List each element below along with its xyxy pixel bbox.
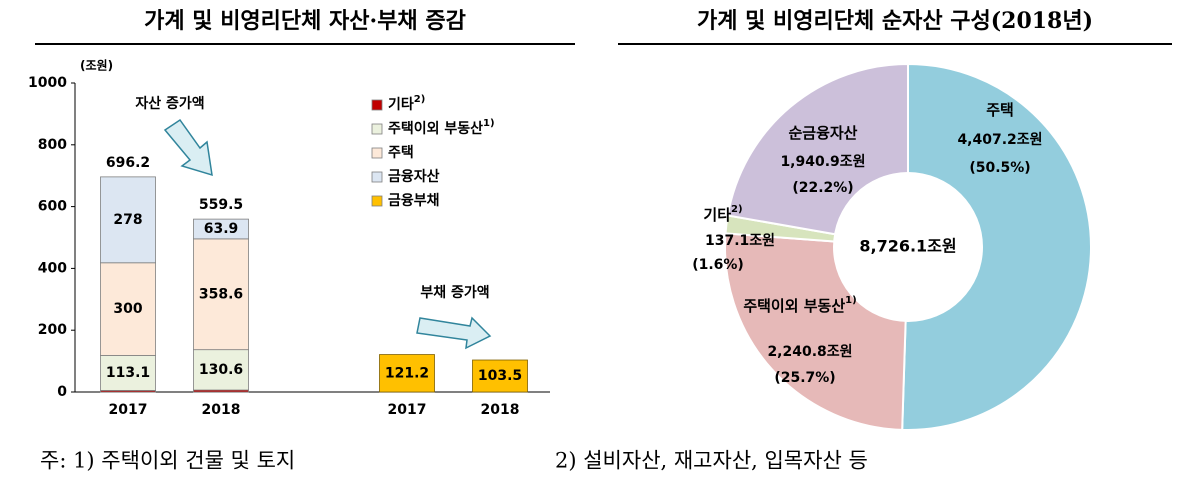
legend-name: 금융자산 — [388, 168, 440, 185]
legend-name: 기타 — [388, 97, 414, 113]
legend-swatch — [371, 195, 383, 207]
y-tick-label: 600 — [38, 199, 67, 215]
data-label: 130.6 — [199, 362, 243, 378]
category-label: 주택 — [986, 101, 1014, 119]
category-label: 주택이외 부동산1) — [743, 295, 856, 315]
bar-segment — [379, 354, 435, 393]
arrow — [163, 118, 213, 177]
value-label: 2,240.8조원 — [767, 344, 852, 360]
footnote: 2) 설비자산, 재고자산, 입목자산 등 — [555, 449, 868, 473]
bar-segment — [100, 355, 156, 391]
donut-hole — [833, 172, 983, 322]
x-tick-label: 2017 — [109, 402, 148, 418]
x-tick-label: 2018 — [481, 402, 520, 418]
data-label: 300 — [113, 301, 142, 317]
data-label: 113.1 — [106, 365, 150, 381]
bar-segment — [100, 176, 156, 264]
y-tick-label: 1000 — [28, 75, 67, 91]
legend-swatch — [371, 99, 383, 111]
annotation: 자산 증가액 — [135, 95, 204, 112]
center-label: 8,726.1조원 — [859, 237, 956, 256]
bar-segment — [472, 359, 528, 393]
value-label: 137.1조원 — [705, 233, 775, 249]
legend-label: 주택 — [388, 144, 414, 161]
superscript: 1) — [483, 118, 495, 129]
x-tick-label: 2018 — [202, 402, 241, 418]
data-label: 358.6 — [199, 286, 243, 302]
bar-segment — [193, 218, 249, 240]
share-label: (50.5%) — [969, 160, 1030, 176]
category-name: 순금융자산 — [788, 124, 857, 142]
bar-segment — [100, 262, 156, 356]
category-label: 기타2) — [703, 204, 742, 224]
value-label: 4,407.2조원 — [957, 132, 1042, 148]
legend-name: 주택 — [388, 144, 414, 161]
superscript: 2) — [731, 204, 743, 215]
y-tick-label: 200 — [38, 322, 67, 338]
total-label: 559.5 — [199, 197, 243, 213]
total-label: 696.2 — [106, 155, 150, 171]
legend-name: 주택이외 부동산 — [388, 120, 483, 137]
category-label: 순금융자산 — [788, 124, 857, 142]
slice — [901, 62, 1092, 431]
category-name: 기타 — [703, 206, 731, 224]
share-label: (25.7%) — [774, 370, 835, 386]
chart-title: 가계 및 비영리단체 순자산 구성(2018년) — [697, 8, 1093, 34]
chart-title: 가계 및 비영리단체 자산·부채 증감 — [144, 8, 466, 34]
data-label: 103.5 — [478, 368, 522, 384]
footnote: 주: 1) 주택이외 건물 및 토지 — [40, 449, 295, 473]
bar-segment — [193, 238, 249, 351]
legend-label: 기타2) — [388, 94, 425, 113]
legend-swatch — [371, 147, 383, 159]
legend-label: 금융자산 — [388, 168, 440, 185]
legend-name: 금융부채 — [388, 193, 440, 209]
share-label: (22.2%) — [792, 180, 853, 196]
y-tick-label: 0 — [57, 384, 67, 400]
data-label: 278 — [113, 212, 142, 228]
legend-label: 금융부채 — [388, 193, 440, 209]
bar-segment — [193, 349, 249, 391]
category-name: 주택 — [986, 101, 1014, 119]
superscript: 2) — [414, 94, 426, 105]
arrow — [416, 316, 492, 350]
x-tick-label: 2017 — [388, 402, 427, 418]
category-name: 주택이외 부동산 — [743, 297, 845, 315]
value-label: 1,940.9조원 — [780, 154, 865, 170]
legend-label: 주택이외 부동산1) — [388, 118, 495, 137]
share-label: (1.6%) — [692, 257, 744, 273]
data-label: 63.9 — [204, 221, 239, 237]
y-tick-label: 800 — [38, 137, 67, 153]
legend-swatch — [371, 171, 383, 183]
data-label: 121.2 — [385, 365, 429, 381]
y-tick-label: 400 — [38, 260, 67, 276]
annotation: 부채 증가액 — [420, 284, 489, 301]
y-axis-label: (조원) — [80, 59, 113, 73]
legend-swatch — [371, 123, 383, 135]
superscript: 1) — [845, 295, 857, 306]
